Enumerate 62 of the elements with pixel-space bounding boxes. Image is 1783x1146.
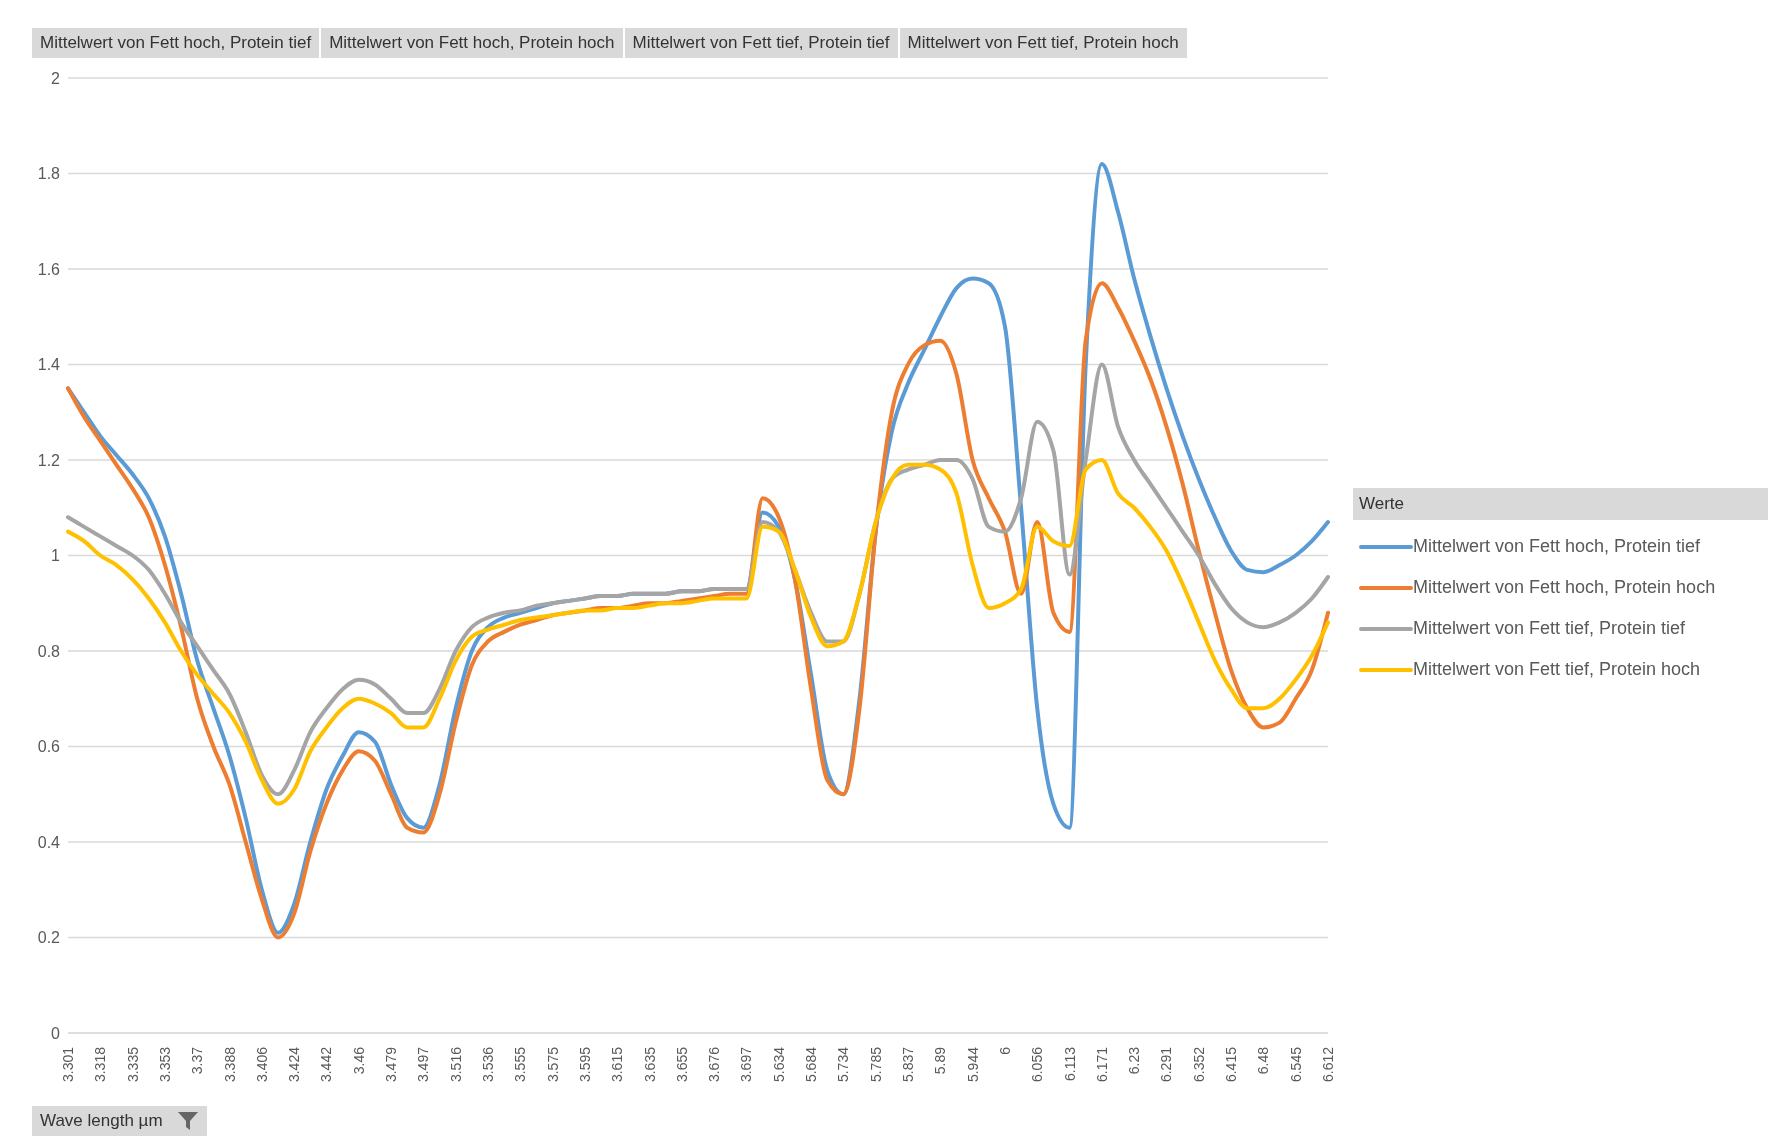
x-tick-label: 3.497 bbox=[415, 1046, 432, 1083]
y-tick-label: 0.6 bbox=[37, 738, 61, 756]
x-tick-label: 3.575 bbox=[544, 1046, 561, 1083]
x-tick-label: 3.655 bbox=[673, 1046, 690, 1083]
line-series bbox=[66, 458, 1330, 806]
x-tick-label: 3.37 bbox=[189, 1046, 206, 1075]
x-tick-label: 5.837 bbox=[900, 1046, 916, 1083]
x-tick-label: 3.555 bbox=[512, 1046, 529, 1083]
legend-title: Werte bbox=[1353, 488, 1768, 520]
x-tick-label: 6.612 bbox=[1320, 1046, 1336, 1083]
y-tick-label: 0.4 bbox=[37, 833, 61, 851]
x-tick-label: 3.424 bbox=[286, 1046, 303, 1083]
x-tick-label: 3.676 bbox=[706, 1046, 723, 1083]
x-tick-label: 6.352 bbox=[1190, 1046, 1207, 1083]
legend-label: Mittelwert von Fett hoch, Protein tief bbox=[1413, 536, 1701, 557]
x-tick-label: 3.335 bbox=[124, 1046, 141, 1083]
legend-label: Mittelwert von Fett hoch, Protein hoch bbox=[1413, 577, 1716, 598]
x-tick-label: 3.46 bbox=[350, 1046, 367, 1075]
y-tick-label: 1.6 bbox=[37, 260, 61, 278]
x-tick-label: 3.635 bbox=[641, 1046, 658, 1083]
text: Mittelwert von Fett hoch, Protein tief bbox=[32, 28, 320, 58]
x-tick-label: 3.442 bbox=[318, 1046, 335, 1083]
x-axis-title: Wave length µm bbox=[40, 1111, 163, 1131]
y-tick-label: 1 bbox=[51, 547, 61, 565]
x-tick-label: 6.113 bbox=[1061, 1046, 1078, 1081]
x-tick-label: 3.615 bbox=[609, 1046, 626, 1083]
x-tick-label: 6.545 bbox=[1287, 1046, 1304, 1083]
x-tick-label: 3.406 bbox=[253, 1046, 270, 1083]
x-tick-label: 3.697 bbox=[738, 1046, 755, 1083]
x-tick-label: 3.595 bbox=[576, 1046, 593, 1083]
x-tick-label: 5.944 bbox=[964, 1046, 981, 1083]
x-tick-label: 3.318 bbox=[92, 1046, 109, 1083]
x-tick-label: 6 bbox=[996, 1046, 1013, 1055]
legend-label: Mittelwert von Fett tief, Protein tief bbox=[1413, 618, 1686, 639]
x-tick-label: 5.684 bbox=[803, 1046, 820, 1083]
x-tick-label: 5.89 bbox=[932, 1046, 949, 1075]
y-tick-label: 0.2 bbox=[37, 929, 61, 947]
x-tick-label: 3.536 bbox=[480, 1046, 496, 1083]
x-tick-label: 3.353 bbox=[156, 1046, 173, 1083]
text: Mittelwert von Fett tief, Protein hoch bbox=[899, 28, 1187, 58]
x-tick-label: 5.734 bbox=[835, 1046, 852, 1083]
x-tick-label: 3.388 bbox=[221, 1046, 238, 1083]
y-tick-label: 1.2 bbox=[37, 451, 61, 469]
y-tick-label: 2 bbox=[51, 69, 61, 87]
x-tick-label: 3.516 bbox=[447, 1046, 464, 1083]
x-tick-label: 5.785 bbox=[867, 1046, 884, 1083]
x-tick-label: 6.291 bbox=[1158, 1046, 1175, 1083]
y-tick-label: 0 bbox=[51, 1024, 61, 1042]
x-tick-label: 3.301 bbox=[60, 1046, 76, 1083]
x-tick-label: 3.479 bbox=[383, 1046, 400, 1083]
legend-label: Mittelwert von Fett tief, Protein hoch bbox=[1413, 659, 1701, 680]
text: Mittelwert von Fett tief, Protein tief bbox=[624, 28, 898, 58]
y-tick-label: 1.8 bbox=[37, 165, 61, 183]
x-tick-label: 6.23 bbox=[1126, 1046, 1143, 1075]
y-tick-label: 1.4 bbox=[37, 356, 61, 374]
text: Mittelwert von Fett hoch, Protein hoch bbox=[321, 28, 623, 58]
x-tick-label: 6.48 bbox=[1255, 1046, 1272, 1075]
y-tick-label: 0.8 bbox=[37, 642, 61, 660]
x-tick-label: 6.171 bbox=[1093, 1046, 1110, 1083]
x-tick-label: 6.056 bbox=[1029, 1046, 1046, 1083]
x-tick-label: 5.634 bbox=[770, 1046, 787, 1083]
x-tick-label: 6.415 bbox=[1223, 1046, 1240, 1083]
